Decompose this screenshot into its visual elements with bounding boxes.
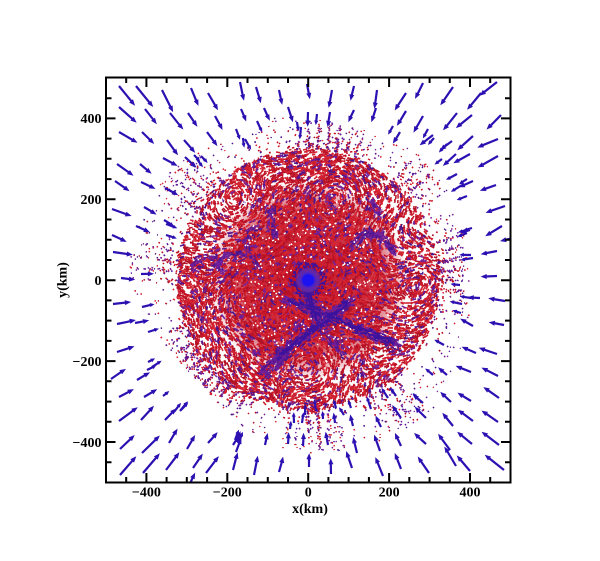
svg-text:x(km): x(km) (292, 502, 328, 517)
svg-text:−200: −200 (73, 355, 102, 370)
svg-text:−400: −400 (132, 486, 161, 501)
svg-text:200: 200 (379, 486, 400, 501)
svg-text:400: 400 (81, 112, 102, 127)
svg-text:y(km): y(km) (56, 262, 71, 298)
svg-text:0: 0 (95, 274, 102, 289)
svg-text:−400: −400 (73, 436, 102, 451)
svg-text:200: 200 (81, 193, 102, 208)
svg-text:−200: −200 (213, 486, 242, 501)
svg-text:0: 0 (305, 486, 312, 501)
svg-text:400: 400 (460, 486, 481, 501)
